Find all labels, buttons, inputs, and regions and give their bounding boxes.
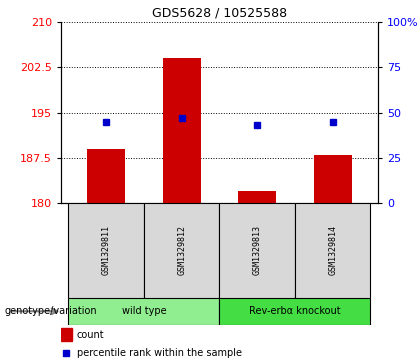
Bar [238,191,276,203]
Bar [220,203,295,298]
Text: percentile rank within the sample: percentile rank within the sample [77,348,242,358]
Bar [68,203,144,298]
Bar [295,203,370,298]
Title: GDS5628 / 10525588: GDS5628 / 10525588 [152,6,287,19]
Bar [61,328,72,341]
Bar [163,58,201,203]
Bar [144,203,220,298]
Text: GSM1329813: GSM1329813 [253,225,262,276]
Bar [68,298,220,325]
Text: GSM1329812: GSM1329812 [177,225,186,276]
Bar [314,155,352,203]
Text: genotype/variation: genotype/variation [4,306,97,316]
Text: wild type: wild type [122,306,166,316]
Text: count: count [77,330,105,339]
Text: Rev-erbα knockout: Rev-erbα knockout [249,306,341,316]
Text: GSM1329814: GSM1329814 [328,225,337,276]
Bar [220,298,370,325]
Text: GSM1329811: GSM1329811 [102,225,111,276]
Bar [87,149,125,203]
